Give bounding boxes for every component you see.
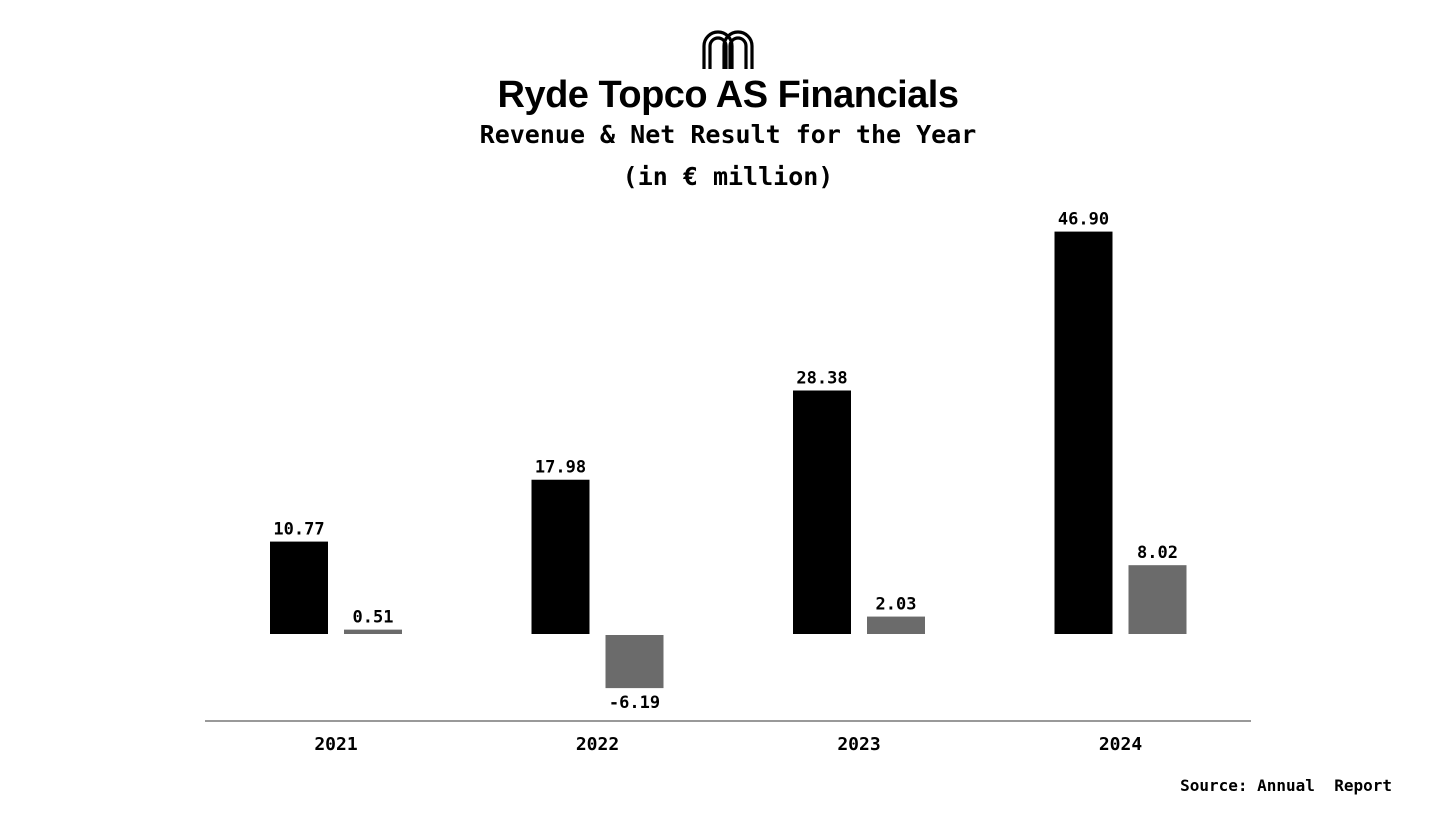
data-label: 2.03 (876, 595, 917, 615)
bar-2021-s2 (344, 629, 402, 634)
data-label: 17.98 (535, 458, 586, 478)
arches-logo-icon (702, 30, 754, 69)
source-note: Source: Annual Report (1180, 776, 1392, 795)
data-label: -6.19 (609, 693, 660, 713)
x-tick-label: 2021 (314, 734, 357, 755)
bar-2023-s2 (867, 616, 925, 634)
bar-2022-s1 (531, 479, 590, 634)
bar-2023-s1 (793, 390, 851, 634)
x-tick-label: 2024 (1099, 734, 1143, 755)
chart-unit: (in € million) (622, 162, 834, 191)
bar-2024-s1 (1054, 231, 1113, 634)
data-label: 28.38 (796, 368, 847, 388)
x-tick-label: 2023 (837, 734, 880, 755)
data-label: 0.51 (353, 608, 394, 628)
bar-2022-s2 (605, 635, 664, 689)
chart-title: Ryde Topco AS Financials (497, 74, 959, 116)
data-label: 8.02 (1137, 543, 1178, 563)
bar-2024-s2 (1128, 565, 1187, 634)
bar-2021-s1 (270, 541, 328, 634)
x-tick-label: 2022 (576, 734, 619, 755)
chart-subtitle: Revenue & Net Result for the Year (479, 120, 977, 149)
data-label: 46.90 (1058, 210, 1109, 230)
data-label: 10.77 (273, 520, 324, 540)
